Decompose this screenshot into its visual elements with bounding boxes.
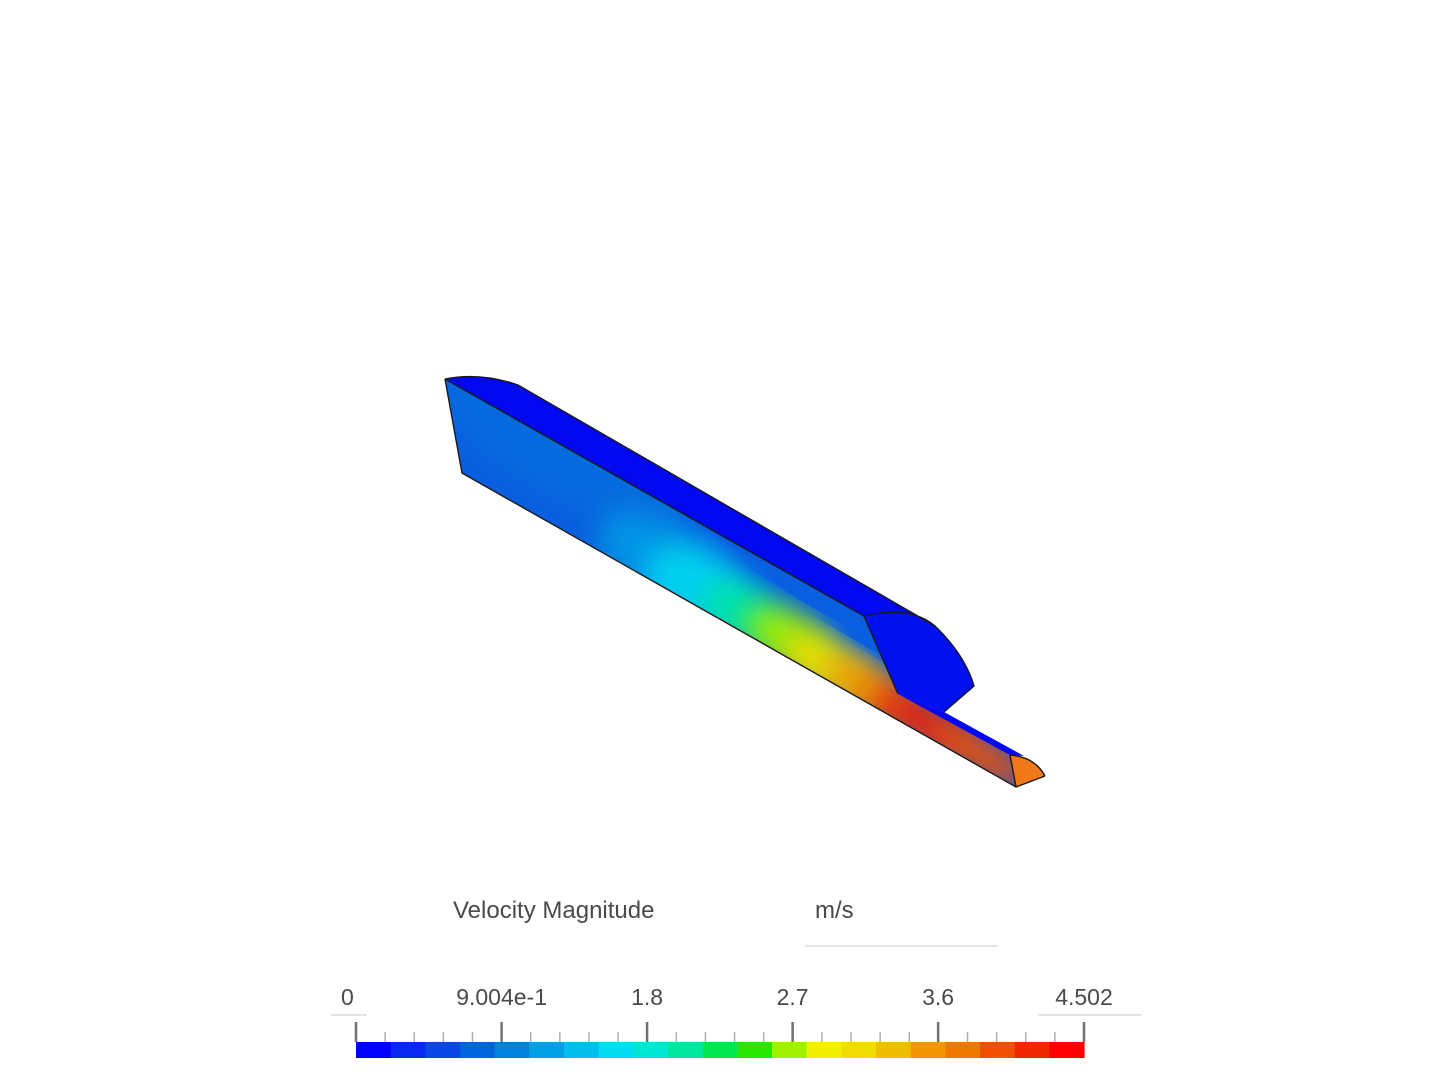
legend-band-18 [980,1042,1016,1058]
legend-tick-label-0: 0 [341,984,354,1010]
legend-band-7 [598,1042,634,1058]
legend-ticks [354,1022,1086,1042]
side-face [445,379,1016,787]
legend-band-5 [529,1042,565,1058]
legend-band-15 [876,1042,912,1058]
legend-band-4 [494,1042,530,1058]
velocity-contour-bands [445,379,1016,787]
legend-band-19 [1014,1042,1050,1058]
model-edges [444,375,1046,788]
legend-band-13 [806,1042,842,1058]
contour-band-8 [931,723,1016,787]
legend-band-10 [702,1042,738,1058]
legend-band-20 [1049,1042,1085,1058]
legend-band-14 [841,1042,877,1058]
legend-band-3 [460,1042,496,1058]
outlet-channel-top-face [898,694,1024,756]
legend-tick-label-5: 4.502 [1055,984,1113,1010]
legend-band-0 [356,1042,392,1058]
legend-band-16 [910,1042,946,1058]
legend-band-6 [564,1042,600,1058]
channel-end-cap [864,612,974,712]
main-channel-top-face [445,376,935,626]
legend-band-12 [772,1042,808,1058]
legend-units: m/s [815,897,854,924]
legend-color-bar [356,1042,1085,1058]
legend-title: Velocity Magnitude [453,897,655,924]
legend-band-17 [945,1042,981,1058]
legend-band-8 [633,1042,669,1058]
legend-tick-label-1: 9.004e-1 [456,984,547,1010]
legend-band-9 [668,1042,704,1058]
legend-tick-label-2: 1.8 [631,984,664,1010]
legend-band-11 [737,1042,773,1058]
legend-tick-label-4: 3.6 [922,984,955,1010]
legend-band-1 [390,1042,426,1058]
legend-tick-label-3: 2.7 [776,984,809,1010]
legend-band-2 [425,1042,461,1058]
